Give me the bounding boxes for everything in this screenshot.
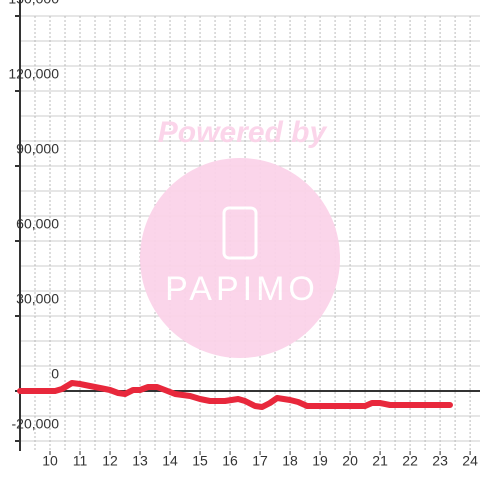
x-tick-label: 14 [162,453,178,469]
x-tick-label: 11 [73,453,88,469]
x-tick-label: 22 [402,453,418,469]
plot [17,380,453,410]
x-tick-label: 10 [42,453,58,469]
y-tick-label: -20,000 [12,416,60,432]
x-tick-label: 21 [372,453,388,469]
x-tick-label: 23 [432,453,448,469]
y-tick-label: 30,000 [16,291,59,307]
y-tick-label: 150,000 [8,0,59,7]
y-tick-label: 0 [51,366,59,382]
x-tick-label: 18 [282,453,298,469]
x-tick-label: 13 [132,453,148,469]
watermark-phone [222,206,258,260]
x-tick-label: 19 [312,453,328,469]
x-tick-label: 24 [462,453,478,469]
y-tick-label: 120,000 [8,66,59,82]
watermark: Powered by PAPIMO [140,116,340,358]
watermark-text: Powered by [158,116,328,149]
y-tick-label: 90,000 [16,141,59,157]
x-tick-label: 12 [102,453,118,469]
x-tick-label: 15 [192,453,208,469]
watermark-text: PAPIMO [165,270,319,308]
x-tick-label: 17 [252,453,268,469]
y-tick-label: 60,000 [16,216,59,232]
x-tick-label: 16 [222,453,238,469]
data-line [17,380,453,410]
x-tick-label: 20 [342,453,358,469]
